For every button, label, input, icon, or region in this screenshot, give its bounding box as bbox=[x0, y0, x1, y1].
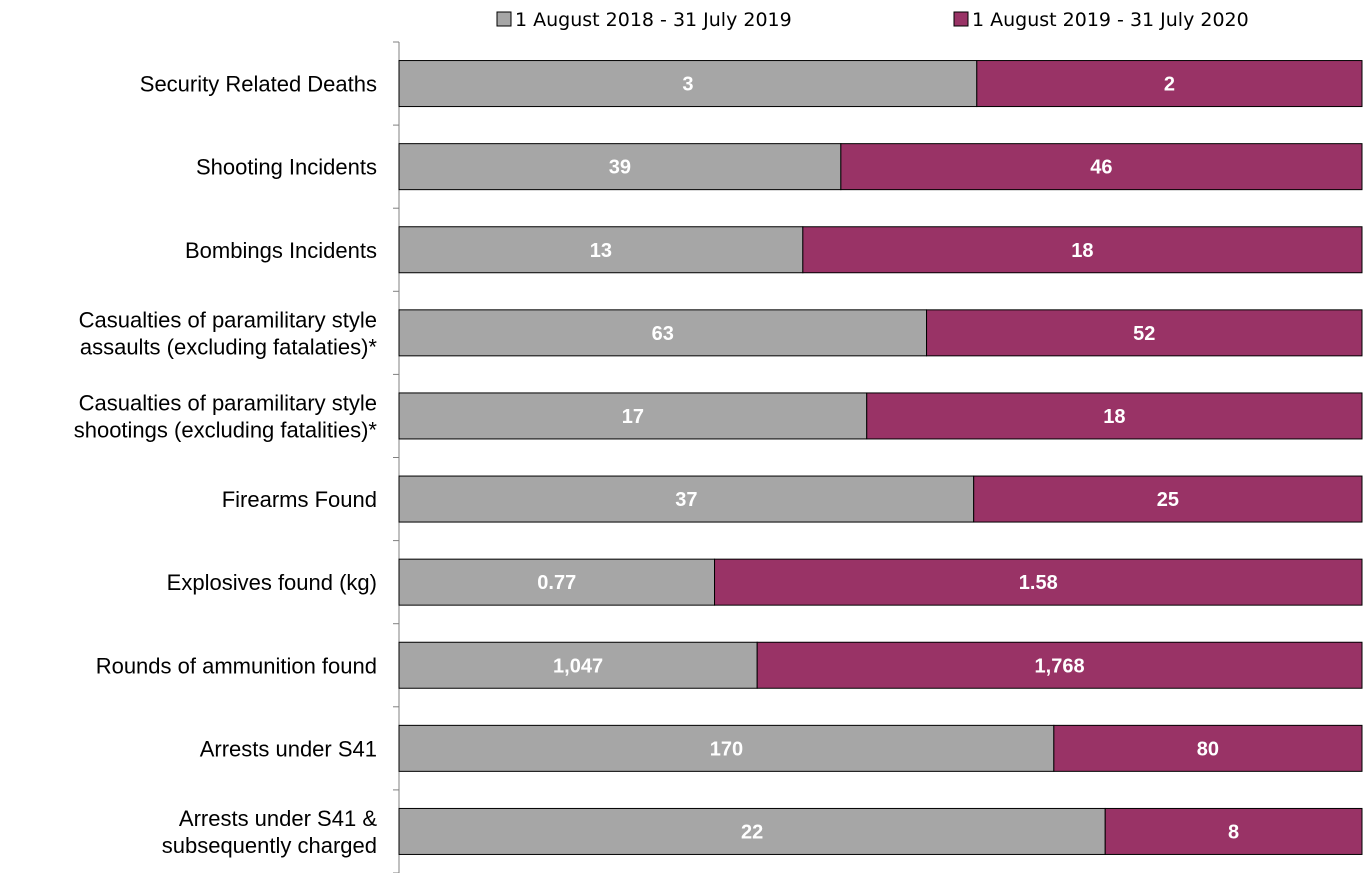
data-label-series-1: 13 bbox=[590, 240, 612, 262]
legend-label-series-2: 1 August 2019 - 31 July 2020 bbox=[972, 9, 1249, 31]
bar-series-1 bbox=[398, 807, 1106, 855]
bar-series-2 bbox=[714, 558, 1363, 606]
category-label: Rounds of ammunition found bbox=[96, 653, 377, 678]
data-label-series-1: 0.77 bbox=[537, 572, 576, 594]
category-label: Arrests under S41 & subsequently charged bbox=[162, 806, 378, 858]
data-label-series-1: 1,047 bbox=[553, 655, 603, 677]
category-label: Arrests under S41 bbox=[200, 736, 377, 761]
bar-series-2 bbox=[866, 392, 1363, 440]
data-label-series-1: 63 bbox=[652, 323, 674, 345]
bar-series-1 bbox=[398, 143, 842, 191]
data-label-series-2: 18 bbox=[1071, 240, 1093, 262]
bar-series-2 bbox=[1053, 724, 1363, 772]
legend-label-series-1: 1 August 2018 - 31 July 2019 bbox=[515, 9, 792, 31]
bar-series-1 bbox=[398, 226, 804, 274]
category-label: Bombings Incidents bbox=[185, 238, 377, 263]
bar-series-2 bbox=[802, 226, 1363, 274]
data-label-series-2: 8 bbox=[1228, 821, 1239, 843]
data-label-series-1: 17 bbox=[622, 406, 644, 428]
bar-series-2 bbox=[926, 309, 1363, 357]
data-label-series-2: 1.58 bbox=[1019, 572, 1058, 594]
data-label-series-1: 37 bbox=[675, 489, 697, 511]
bar-series-2 bbox=[840, 143, 1363, 191]
category-labels: Security Related Deaths Shooting Incident… bbox=[74, 72, 378, 858]
category-label: Casualties of paramilitary style shooting… bbox=[74, 390, 378, 442]
bar-series-2 bbox=[973, 475, 1363, 523]
bar-series-1 bbox=[398, 641, 758, 689]
legend-swatch-series-1 bbox=[496, 11, 512, 27]
bar-series-1 bbox=[398, 475, 975, 523]
data-label-series-1: 170 bbox=[710, 738, 743, 760]
bar-series-1 bbox=[398, 724, 1055, 772]
category-label: Casualties of paramilitary style assaults… bbox=[79, 307, 378, 359]
bar-series-1 bbox=[398, 558, 716, 606]
legend-swatch-series-2 bbox=[953, 11, 969, 27]
data-label-series-2: 18 bbox=[1103, 406, 1125, 428]
data-label-series-2: 52 bbox=[1133, 323, 1155, 345]
data-label-series-2: 80 bbox=[1197, 738, 1219, 760]
data-label-series-1: 39 bbox=[609, 157, 631, 179]
data-label-series-2: 46 bbox=[1090, 157, 1112, 179]
bar-series-1 bbox=[398, 392, 868, 440]
data-label-series-2: 25 bbox=[1157, 489, 1179, 511]
bar-series-2 bbox=[1104, 807, 1363, 855]
data-label-series-2: 1,768 bbox=[1035, 655, 1085, 677]
category-axis bbox=[393, 41, 400, 873]
bar-series-1 bbox=[398, 309, 928, 357]
bar-series-1 bbox=[398, 60, 978, 108]
bar-series-2 bbox=[756, 641, 1363, 689]
legend: 1 August 2018 - 31 July 2019 1 August 201… bbox=[496, 9, 1249, 31]
category-label: Firearms Found bbox=[222, 487, 377, 512]
category-label: Explosives found (kg) bbox=[167, 570, 377, 595]
category-label: Security Related Deaths bbox=[140, 72, 377, 97]
data-label-series-1: 3 bbox=[682, 74, 693, 96]
bar-series-2 bbox=[976, 60, 1363, 108]
data-label-series-2: 2 bbox=[1164, 74, 1175, 96]
data-label-series-1: 22 bbox=[741, 821, 763, 843]
category-label: Shooting Incidents bbox=[196, 155, 377, 180]
